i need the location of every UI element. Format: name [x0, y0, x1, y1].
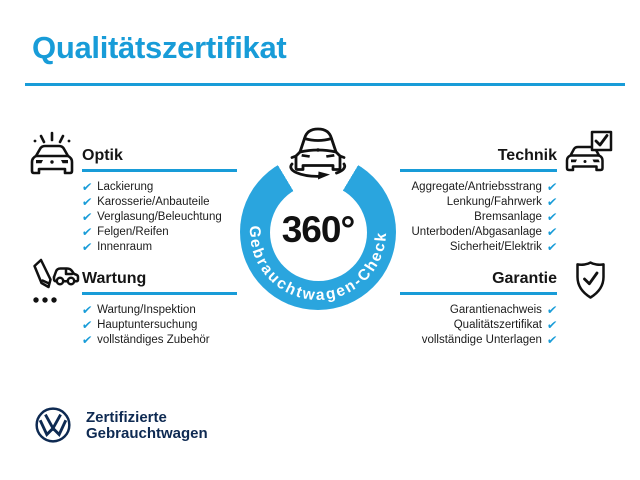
checklist-item-label: Karosserie/Anbauteile: [97, 195, 210, 208]
checklist-item-label: Sicherheit/Elektrik: [449, 240, 542, 253]
checklist-item-label: Garantienachweis: [449, 303, 542, 316]
section-wartung-title: Wartung: [82, 270, 147, 287]
checklist-item-label: Lenkung/Fahrwerk: [446, 195, 542, 208]
check-icon: ✔: [81, 209, 94, 224]
check-icon: ✔: [546, 332, 559, 347]
checklist-item: ✔ Innenraum: [81, 239, 237, 255]
title-divider: [25, 83, 625, 86]
check-icon: ✔: [81, 317, 94, 332]
checklist-item-label: Innenraum: [97, 240, 153, 253]
vw-logo: [34, 406, 72, 449]
section-garantie-divider: [400, 292, 557, 295]
car-rotation-icon: [284, 124, 352, 187]
checklist-item: ✔ Bremsanlage: [400, 209, 559, 225]
ring-value: 360°: [281, 209, 356, 250]
page-title: Qualitätszertifikat: [32, 30, 287, 65]
checklist-item: ✔ Lackierung: [81, 179, 237, 195]
footer-label-line2: Gebrauchtwagen: [86, 424, 208, 442]
section-optik-divider: [82, 169, 237, 172]
checklist-item: ✔ Sicherheit/Elektrik: [400, 239, 559, 255]
checklist-item-label: vollständiges Zubehör: [97, 333, 210, 346]
ring-label: Gebrauchtwagen-Check: [246, 226, 390, 305]
section-technik-checklist: ✔ Aggregate/Antriebsstrang ✔ Lenkung/Fahrwe…: [400, 179, 559, 255]
section-optik: Optik ✔ Lackierung ✔ Karosserie/Anbauteile ✔…: [81, 147, 237, 255]
section-optik-title: Optik: [82, 147, 123, 164]
checklist-item-label: Lackierung: [97, 180, 154, 193]
checklist-item: ✔ Hauptuntersuchung: [81, 317, 237, 333]
check-icon: ✔: [546, 302, 559, 317]
section-wartung-divider: [82, 292, 237, 295]
check-icon: ✔: [546, 224, 559, 239]
checklist-item: ✔ vollständige Unterlagen: [400, 332, 559, 348]
checklist-item-label: Hauptuntersuchung: [97, 318, 198, 331]
checklist-item-label: Verglasung/Beleuchtung: [97, 210, 222, 223]
checklist-item: ✔ vollständiges Zubehör: [81, 332, 237, 348]
checklist-item-label: Wartung/Inspektion: [97, 303, 196, 316]
ring-curved-text: Gebrauchtwagen-Check: [246, 226, 390, 305]
checklist-item: ✔ Aggregate/Antriebsstrang: [400, 179, 559, 195]
checklist-item: ✔ Lenkung/Fahrwerk: [400, 194, 559, 210]
check-icon: ✔: [81, 224, 94, 239]
checklist-item-label: Felgen/Reifen: [97, 225, 169, 238]
section-technik-divider: [400, 169, 557, 172]
sparkling-car-icon: [26, 129, 78, 185]
check-icon: ✔: [81, 194, 94, 209]
checklist-item-label: vollständige Unterlagen: [421, 333, 542, 346]
check-icon: ✔: [81, 179, 94, 194]
check-icon: ✔: [81, 239, 94, 254]
check-icon: ✔: [546, 209, 559, 224]
checklist-item-label: Bremsanlage: [474, 210, 542, 223]
checklist-item-label: Aggregate/Antriebsstrang: [411, 180, 542, 193]
section-garantie-checklist: ✔ Garantienachweis ✔ Qualitätszertifikat ✔ vo…: [400, 302, 559, 348]
checklist-item: ✔ Qualitätszertifikat: [400, 317, 559, 333]
check-icon: ✔: [546, 194, 559, 209]
checklist-item: ✔ Unterboden/Abgasanlage: [400, 224, 559, 240]
360-check-ring: 360°: [240, 154, 396, 310]
section-technik-title: Technik: [497, 147, 557, 164]
checklist-item: ✔ Garantienachweis: [400, 302, 559, 318]
checklist-item-label: Unterboden/Abgasanlage: [411, 225, 542, 238]
footer-label-line1: Zertifizierte: [86, 409, 167, 426]
shield-check-icon: [573, 260, 608, 301]
service-checklist-icon: [26, 255, 80, 307]
checklist-item: ✔ Wartung/Inspektion: [81, 302, 237, 318]
check-icon: ✔: [546, 317, 559, 332]
checklist-item-label: Qualitätszertifikat: [453, 318, 542, 331]
section-technik: Technik ✔ Aggregate/Antriebsstrang ✔ Lenkun…: [400, 147, 559, 255]
section-wartung-checklist: ✔ Wartung/Inspektion ✔ Hauptuntersuchung ✔ vo…: [81, 302, 237, 348]
car-checkbox-icon: [564, 130, 614, 174]
section-garantie: Garantie ✔ Garantienachweis ✔ Qualitätszert…: [400, 270, 559, 348]
ring-inner-disc: 360°: [269, 183, 367, 281]
footer-label: Zertifizierte Gebrauchtwagen: [86, 410, 208, 441]
check-icon: ✔: [81, 302, 94, 317]
section-wartung: Wartung ✔ Wartung/Inspektion ✔ Hauptuntersu…: [81, 270, 237, 348]
section-garantie-title: Garantie: [492, 270, 557, 287]
checklist-item: ✔ Karosserie/Anbauteile: [81, 194, 237, 210]
svg-text:Gebrauchtwagen-Check: Gebrauchtwagen-Check: [246, 226, 390, 305]
check-icon: ✔: [546, 179, 559, 194]
check-icon: ✔: [81, 332, 94, 347]
checklist-item: ✔ Felgen/Reifen: [81, 224, 237, 240]
section-optik-checklist: ✔ Lackierung ✔ Karosserie/Anbauteile ✔ Vergla…: [81, 179, 237, 255]
checklist-item: ✔ Verglasung/Beleuchtung: [81, 209, 237, 225]
check-icon: ✔: [546, 239, 559, 254]
